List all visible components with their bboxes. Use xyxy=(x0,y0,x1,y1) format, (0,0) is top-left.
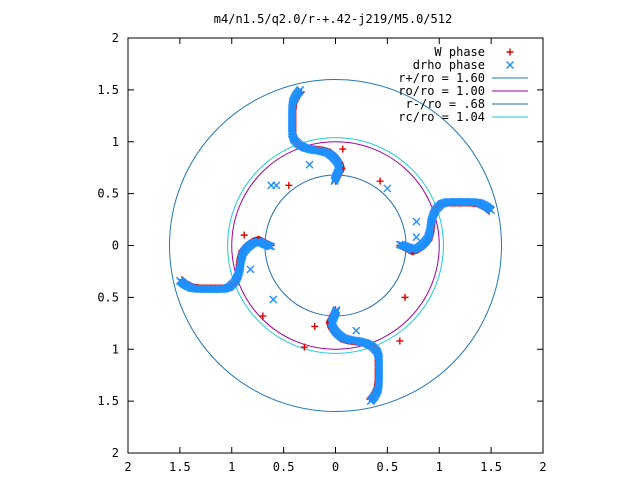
point xyxy=(339,145,347,153)
point xyxy=(240,231,248,239)
legend-marker xyxy=(506,48,514,56)
point xyxy=(246,265,255,274)
point xyxy=(352,326,361,335)
point xyxy=(296,85,305,94)
chart-title: m4/n1.5/q2.0/r-+.42-j219/M5.0/512 xyxy=(214,12,452,26)
y-tick-label: 0.5 xyxy=(97,187,119,201)
x-tick-label: 0.5 xyxy=(273,460,295,474)
legend-marker xyxy=(506,61,514,69)
point xyxy=(383,184,392,193)
circle-r1_6 xyxy=(169,79,502,412)
y-tick-label: 2 xyxy=(112,31,119,45)
y-tick-label: 1 xyxy=(112,135,119,149)
circle-r1_04 xyxy=(227,137,444,354)
x-tick-label: 1 xyxy=(228,460,235,474)
point xyxy=(300,343,308,351)
legend-label: W phase xyxy=(434,45,485,59)
y-tick-label: 0 xyxy=(112,239,119,253)
legend-label: rc/ro = 1.04 xyxy=(398,110,485,124)
legend-label: ro/ro = 1.00 xyxy=(398,84,485,98)
y-tick-label: 1.5 xyxy=(97,83,119,97)
x-tick-label: 1 xyxy=(436,460,443,474)
point xyxy=(267,181,276,190)
point xyxy=(376,177,384,185)
x-tick-label: 0 xyxy=(332,460,339,474)
x-tick-label: 2 xyxy=(124,460,131,474)
point xyxy=(305,160,314,169)
y-tick-label: 0.5 xyxy=(97,290,119,304)
point xyxy=(411,243,420,252)
point xyxy=(487,206,496,215)
y-tick-label: 1.5 xyxy=(97,394,119,408)
y-tick-label: 2 xyxy=(112,446,119,460)
legend-label: r-/ro = .68 xyxy=(406,97,485,111)
x-tick-label: 1.5 xyxy=(480,460,502,474)
legend-label: r+/ro = 1.60 xyxy=(398,71,485,85)
point xyxy=(412,233,421,242)
axes: 2 1.5 1 0.5 0 0.5 1 1.5 221.510.500.511.52 xyxy=(97,31,546,474)
circle-r1 xyxy=(231,141,440,350)
point xyxy=(401,293,409,301)
data-series xyxy=(175,85,496,406)
legend-label: drho phase xyxy=(413,58,485,72)
point xyxy=(412,217,421,226)
x-tick-label: 0.5 xyxy=(377,460,399,474)
y-tick-label: 1 xyxy=(112,342,119,356)
circle-r0_68 xyxy=(264,174,407,317)
series-1 xyxy=(175,85,496,406)
x-tick-label: 1.5 xyxy=(169,460,191,474)
x-tick-label: 2 xyxy=(539,460,546,474)
point xyxy=(311,322,319,330)
point xyxy=(285,181,293,189)
point xyxy=(396,337,404,345)
point xyxy=(175,276,184,285)
point xyxy=(259,312,267,320)
reference-circles xyxy=(169,79,502,412)
point xyxy=(366,397,375,406)
point xyxy=(269,295,278,304)
series-0 xyxy=(178,88,493,403)
